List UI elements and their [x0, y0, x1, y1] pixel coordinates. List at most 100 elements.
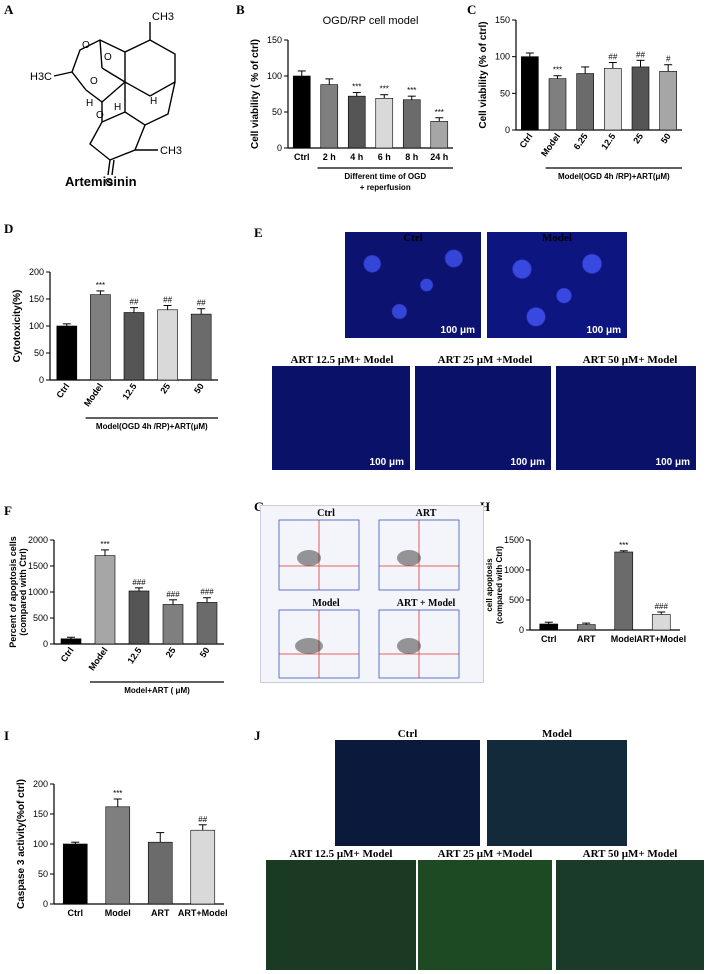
- y-tick-label: 1000: [28, 587, 48, 597]
- x-tick-label: ART: [577, 634, 596, 644]
- panel-letter-j: J: [254, 728, 261, 743]
- bar-25: [157, 309, 178, 381]
- e-image-ctrl: Ctrl 100 μm: [345, 232, 481, 338]
- y-tick-label: 50: [34, 348, 44, 358]
- y-tick-label: 0: [277, 143, 282, 153]
- y-tick-label: 1500: [28, 561, 48, 571]
- y-axis-label: Percent of apoptosis cells: [8, 536, 18, 648]
- bar-25: [631, 66, 650, 131]
- y-axis-label: cell apoptosis: [485, 558, 494, 612]
- x-tick-label: ART+Model: [636, 634, 686, 644]
- x-tick-label: Ctrl: [541, 634, 557, 644]
- y-tick-label: 100: [29, 321, 44, 331]
- y-tick-label: 0: [43, 639, 48, 649]
- e-scale-art50: 100 μm: [655, 457, 690, 468]
- panel-letter-e: E: [254, 225, 263, 240]
- x-tick-label: Model: [87, 645, 110, 672]
- y-tick-label: 150: [33, 809, 48, 819]
- bar-model: [614, 551, 634, 631]
- bar-model: [548, 78, 567, 131]
- x-tick-label: ART+Model: [178, 908, 228, 918]
- e-scale-art25: 100 μm: [510, 457, 545, 468]
- x-tick-label: Model: [539, 131, 562, 158]
- x-tick-label: Model: [105, 908, 131, 918]
- ch3-right-label: CH3: [160, 145, 182, 157]
- y-tick-label: 2000: [28, 535, 48, 545]
- significance-label: ***: [435, 108, 444, 117]
- significance-label: ##: [608, 53, 617, 62]
- o-label-1: O: [104, 52, 112, 63]
- x-tick-label: Ctrl: [517, 131, 534, 149]
- chart-title: OGD/RP cell model: [323, 15, 419, 27]
- bar-12-5: [123, 312, 145, 381]
- bar-ctrl: [56, 325, 78, 381]
- x-tick-label: Ctrl: [59, 645, 76, 663]
- bar-4-h: [347, 95, 366, 149]
- panel-letter-f: F: [4, 503, 12, 518]
- o-label-3: O: [96, 110, 104, 121]
- x-tick-label: 2 h: [323, 152, 336, 162]
- x-tick-label: 50: [198, 645, 212, 659]
- x-tick-label: 12.5: [120, 381, 138, 401]
- e-scale-model: 100 μm: [586, 325, 621, 336]
- x-tick-label: Model: [611, 634, 637, 644]
- y-tick-label: 0: [43, 899, 48, 909]
- panel-letter-c: C: [467, 2, 477, 17]
- y-tick-label: 0: [505, 125, 510, 135]
- bar-ctrl: [62, 843, 88, 905]
- e-image-model: Model 100 μm: [487, 232, 627, 338]
- bar-ctrl: [521, 56, 539, 131]
- chart-f: 0 500 1000 1500 2000 Percent of apoptosis cel…: [8, 535, 224, 695]
- j-label-model: Model: [542, 728, 572, 740]
- e-label-ctrl: Ctrl: [403, 232, 423, 244]
- group-label: Model(OGD 4h /RP)+ART(μM): [96, 422, 208, 431]
- significance-label: ##: [163, 295, 172, 304]
- g-label-art: ART: [415, 508, 437, 519]
- h-label-1: H: [86, 98, 93, 109]
- g-dot-plots: [278, 519, 460, 679]
- bar-ctrl: [539, 623, 559, 631]
- significance-label: ***: [380, 85, 389, 94]
- j-image-art50: [556, 860, 704, 970]
- significance-label: ***: [352, 83, 361, 92]
- significance-label: ***: [100, 540, 109, 549]
- chart-c: 0 50 100 150 Cell viability (% of ctrl) Ctrl *…: [478, 15, 682, 181]
- e-label-art125: ART 12.5 μM+ Model: [290, 354, 394, 366]
- j-label-art125: ART 12.5 μM+ Model: [289, 848, 393, 860]
- y-tick-label: 50: [272, 107, 282, 117]
- j-label-ctrl: Ctrl: [397, 728, 418, 740]
- y-tick-label: 50: [38, 869, 48, 879]
- group-label: Model+ART ( μM): [124, 686, 190, 695]
- y-tick-label: 150: [267, 35, 282, 45]
- significance-label: ***: [113, 789, 122, 798]
- significance-label: ###: [655, 602, 669, 611]
- e-label-model: Model: [542, 232, 572, 244]
- artemisinin-structure: CH3 H3C CH3 O O O O O H H H: [30, 11, 182, 188]
- y-tick-label: 1000: [504, 565, 524, 575]
- j-image-model: [487, 740, 627, 846]
- panel-letter-d: D: [4, 221, 14, 236]
- group-label: + reperfusion: [360, 183, 411, 192]
- y-axis-label: Cytotoxicity(%): [12, 290, 23, 363]
- panel-letter-b: B: [236, 2, 245, 17]
- o-label-2: O: [90, 76, 98, 87]
- panel-letter-h: H: [480, 499, 491, 514]
- g-label-art-model: ART + Model: [396, 598, 456, 609]
- ch3-top-label: CH3: [152, 11, 174, 23]
- bar-model: [94, 555, 116, 645]
- panel-letter-a: A: [4, 2, 14, 17]
- bar-ctrl: [292, 75, 311, 149]
- x-tick-label: 25: [158, 381, 172, 395]
- h3c-label: H3C: [30, 71, 52, 83]
- bar-50: [196, 602, 218, 645]
- o-label-4: O: [105, 177, 113, 188]
- significance-label: ***: [407, 86, 416, 95]
- bar-art: [147, 841, 173, 905]
- bar-24-h: [430, 121, 449, 149]
- g-label-model: Model: [312, 598, 340, 609]
- y-tick-label: 100: [267, 71, 282, 81]
- x-tick-label: 50: [192, 381, 206, 395]
- y-axis-label: Caspase 3 activity(%of ctrl): [16, 779, 27, 909]
- j-image-ctrl: [335, 740, 480, 846]
- y-tick-label: 0: [519, 625, 524, 635]
